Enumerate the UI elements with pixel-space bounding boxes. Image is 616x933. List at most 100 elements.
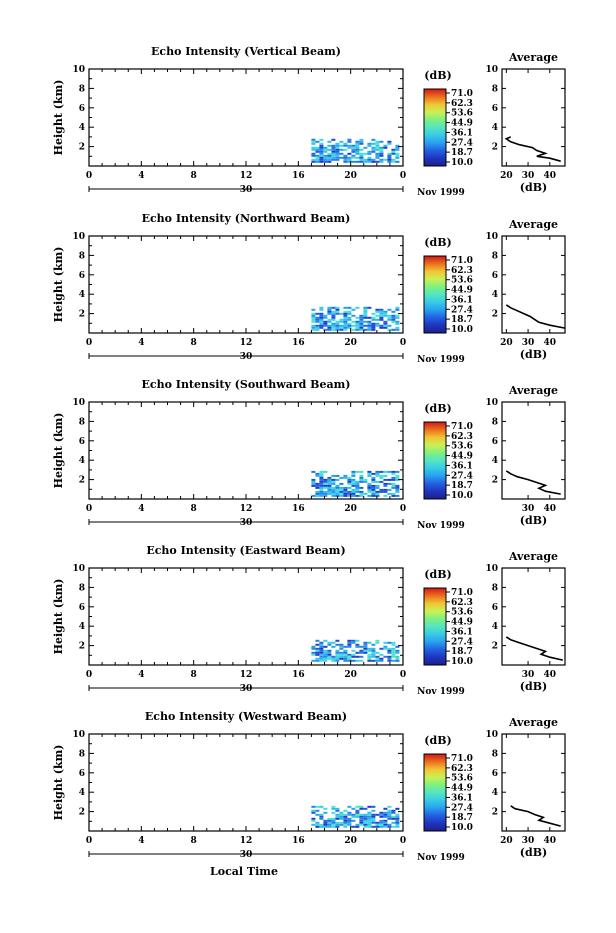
echo-cell <box>359 805 364 808</box>
echo-cell <box>347 657 352 660</box>
y-tick-label: 10 <box>72 65 85 75</box>
echo-cell <box>359 324 364 327</box>
echo-cell <box>343 306 348 309</box>
echo-cell <box>359 314 364 317</box>
echo-cell <box>367 484 372 487</box>
colorbar-tick-label: 71.0 <box>451 754 473 764</box>
echo-cell <box>383 478 388 481</box>
echo-cell <box>331 494 336 497</box>
echo-cell <box>371 651 376 654</box>
echo-cell <box>395 474 400 477</box>
echo-cell <box>319 150 324 153</box>
month-label: Nov 1999 <box>417 521 465 531</box>
echo-cell <box>311 811 316 814</box>
echo-cell <box>335 492 340 495</box>
echo-cell <box>355 146 360 149</box>
echo-cell <box>375 492 380 495</box>
echo-cell <box>343 825 348 828</box>
echo-cell <box>375 322 380 325</box>
echo-cell <box>391 470 396 473</box>
x-tick-label: 0 <box>86 836 92 846</box>
echo-cell <box>319 148 324 151</box>
average-x-tick-label: 40 <box>544 836 557 846</box>
echo-cell <box>311 645 316 648</box>
echo-cell <box>355 651 360 654</box>
echo-cell <box>331 657 336 660</box>
echo-cell <box>327 160 332 163</box>
echo-cell <box>395 308 400 311</box>
echo-cell <box>379 823 384 826</box>
colorbar-tick-label: 27.4 <box>451 305 473 315</box>
echo-cell <box>379 819 384 822</box>
echo-cell <box>319 476 324 479</box>
echo-cell <box>379 490 384 493</box>
echo-cell <box>323 659 328 662</box>
colorbar-tick-label: 44.9 <box>451 286 473 296</box>
echo-cell <box>371 821 376 824</box>
echo-cell <box>371 825 376 828</box>
echo-cell <box>335 310 340 313</box>
echo-cell <box>355 150 360 153</box>
echo-cell <box>347 476 352 479</box>
echo-cell <box>319 643 324 646</box>
echo-cell <box>391 478 396 481</box>
echo-cell <box>375 484 380 487</box>
echo-cell <box>331 488 336 491</box>
echo-cell <box>351 478 356 481</box>
echo-cell <box>311 494 316 497</box>
echo-cell <box>355 148 360 151</box>
y-tick-label: 10 <box>72 564 85 574</box>
echo-cell <box>391 494 396 497</box>
echo-cell <box>359 813 364 816</box>
echo-cell <box>359 328 364 331</box>
echo-cell <box>331 823 336 826</box>
echo-cell <box>347 494 352 497</box>
average-x-tick-label: 30 <box>522 670 535 680</box>
echo-cell <box>395 326 400 329</box>
colorbar-tick-label: 10.0 <box>451 158 473 168</box>
echo-cell <box>331 148 336 151</box>
average-y-tick-label: 8 <box>492 84 498 94</box>
echo-cell <box>315 649 320 652</box>
heatmap-frame <box>88 567 404 666</box>
echo-cell <box>371 148 376 151</box>
echo-cell <box>395 645 400 648</box>
echo-cell <box>391 318 396 321</box>
echo-cell <box>375 494 380 497</box>
echo-cell <box>311 142 316 145</box>
average-y-tick-label: 6 <box>492 769 498 779</box>
echo-cell <box>331 316 336 319</box>
echo-cell <box>371 146 376 149</box>
echo-cell <box>347 312 352 315</box>
echo-cell <box>343 148 348 151</box>
echo-cell <box>359 156 364 159</box>
echo-cell <box>363 819 368 822</box>
echo-cell <box>367 657 372 660</box>
average-profile-line <box>510 805 561 827</box>
echo-cell <box>327 144 332 147</box>
echo-cell <box>343 488 348 491</box>
x-tick-label: 12 <box>240 670 253 680</box>
echo-cell <box>339 490 344 493</box>
echo-cell <box>379 154 384 157</box>
echo-cell <box>319 316 324 319</box>
echo-cell <box>359 821 364 824</box>
echo-cell <box>391 320 396 323</box>
echo-cell <box>335 312 340 315</box>
echo-cell <box>359 316 364 319</box>
x-tick-label: 16 <box>292 836 305 846</box>
echo-cell <box>315 653 320 656</box>
echo-cell <box>379 146 384 149</box>
echo-cell <box>387 482 392 485</box>
echo-cell <box>395 657 400 660</box>
echo-cell <box>387 825 392 828</box>
echo-cell <box>343 320 348 323</box>
echo-cell <box>319 641 324 644</box>
echo-cell <box>383 158 388 161</box>
echo-cell <box>323 645 328 648</box>
echo-cell <box>375 490 380 493</box>
echo-cell <box>379 653 384 656</box>
echo-cell <box>387 314 392 317</box>
echo-cell <box>327 643 332 646</box>
